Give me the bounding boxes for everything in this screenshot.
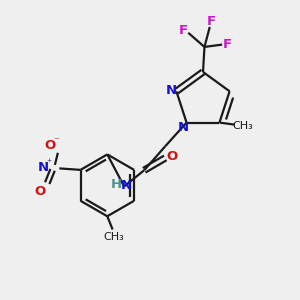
Text: CH₃: CH₃	[232, 121, 254, 131]
Text: N: N	[120, 179, 131, 192]
Text: O: O	[44, 139, 55, 152]
Text: F: F	[178, 24, 188, 37]
Text: ⁺: ⁺	[46, 158, 52, 167]
Text: N: N	[178, 122, 189, 134]
Text: N: N	[38, 161, 49, 174]
Text: N: N	[166, 84, 177, 97]
Text: O: O	[34, 185, 46, 199]
Text: F: F	[207, 15, 216, 28]
Text: H: H	[111, 178, 122, 190]
Text: ⁻: ⁻	[53, 136, 59, 147]
Text: F: F	[223, 38, 232, 50]
Text: CH₃: CH₃	[104, 232, 124, 242]
Text: O: O	[166, 150, 178, 163]
